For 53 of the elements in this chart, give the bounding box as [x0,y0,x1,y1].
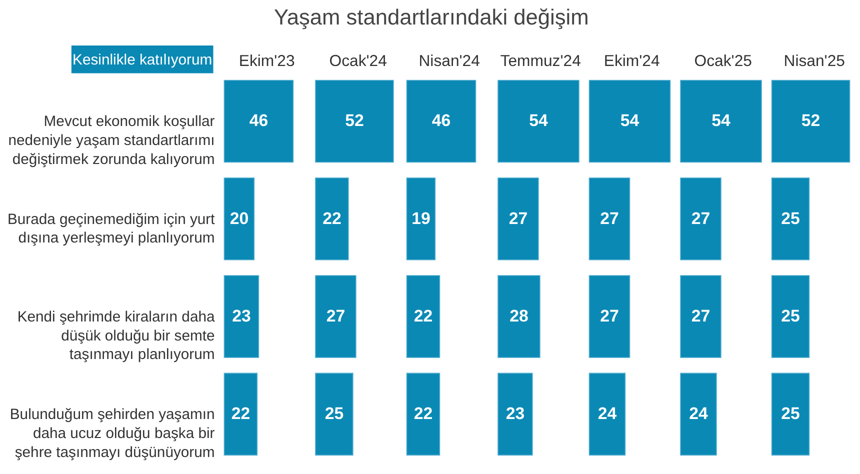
y-tick-label: Kendi şehrimde kiraların daha düşük olduğu bir semte taşınmayı planlıyorum [17,310,216,364]
data-label: 27 [326,306,346,326]
bar [224,275,260,358]
x-axis-title: Temmuz'24 [500,52,582,70]
y-tick-label: Bulunduğum şehirden yaşamın daha ucuz olduğu başka bir şehre taşınmayı düşünüyorum [10,407,215,461]
data-label: 27 [600,306,619,326]
data-label: 24 [598,404,618,424]
y-tick-label: Mevcut ekonomik koşullar nedeniyle yaşam standartlarımı değiştirmek zorunda kalıyorum [8,114,215,168]
data-label: 25 [781,208,800,228]
bar [498,372,533,456]
bar [224,80,294,163]
data-label: 22 [414,306,433,326]
bar [315,177,349,260]
data-label: 25 [781,306,800,326]
data-label: 54 [712,111,731,130]
x-axis-title: Nisan'25 [784,52,846,70]
bar [498,275,540,358]
x-axis-title: Ocak'25 [694,52,752,70]
y-tick-label: Burada geçinemediğim için yurt dışına yerleşmeyi planlıyorum [7,212,216,247]
bar [224,372,258,456]
text: Yaşam standartlarındaki değişim [274,4,589,30]
data-label: 27 [691,208,710,228]
x-axis-title: Ocak'24 [329,52,388,70]
data-label: 46 [432,111,451,130]
data-label: 22 [414,404,433,424]
data-label: 20 [230,208,249,228]
data-label: 28 [510,306,528,326]
x-axis-title: Ekim'23 [238,52,295,70]
data-label: 25 [324,404,344,424]
data-label: 54 [529,111,548,130]
data-label: 23 [232,306,251,326]
bar [315,372,354,456]
data-label: 27 [691,306,710,326]
data-label: 52 [801,111,820,130]
data-label: 27 [600,208,619,228]
bar [224,177,255,260]
data-label: 52 [345,111,364,130]
data-label: 24 [689,404,708,424]
data-label: 54 [620,111,640,130]
data-label: 19 [412,208,430,228]
data-label: 22 [231,404,250,424]
x-axis-title: Nisan'24 [418,52,480,70]
bar [498,80,580,163]
x-axis-title: Ekim'24 [604,52,660,70]
data-label: 25 [781,404,800,424]
bar [315,80,394,163]
data-label: 23 [506,404,525,424]
text: Kesinlikle katılıyorum [72,52,212,68]
bar [498,177,539,260]
bar [315,275,356,358]
data-label: 27 [508,208,528,228]
data-label: 22 [322,208,342,228]
data-label: 46 [249,111,268,130]
